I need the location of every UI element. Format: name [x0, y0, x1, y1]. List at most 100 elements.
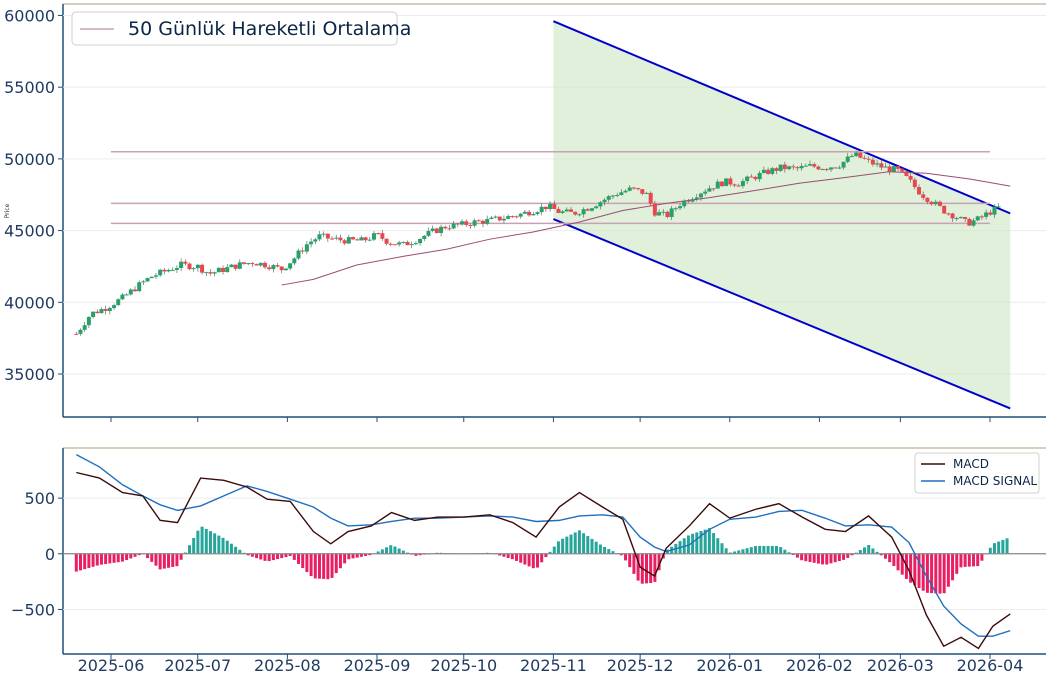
- candle-up: [288, 263, 293, 269]
- histogram-bar-negative: [930, 553, 934, 594]
- histogram-bar-positive: [590, 538, 594, 554]
- candle-up: [845, 156, 850, 162]
- histogram-bar-positive: [603, 546, 607, 554]
- candle-down: [242, 262, 247, 264]
- candle-down: [279, 266, 284, 271]
- candle-up: [501, 218, 506, 221]
- candle-up: [426, 230, 431, 236]
- histogram-bar-negative: [347, 553, 351, 560]
- candle-up: [170, 269, 175, 271]
- histogram-bar-positive: [204, 528, 208, 554]
- candle-down: [447, 228, 452, 230]
- histogram-bar-negative: [800, 553, 804, 561]
- channel-upper-line: [553, 20, 1011, 215]
- histogram-bar-positive: [221, 537, 225, 554]
- macd-histogram: [74, 526, 1009, 594]
- candle-up: [602, 199, 607, 203]
- candle-up: [124, 294, 129, 296]
- price-x-ticks: [110, 417, 991, 422]
- candle-up: [589, 208, 594, 211]
- candle-down: [929, 201, 934, 205]
- candle-up: [522, 211, 527, 214]
- histogram-bar-negative: [125, 553, 129, 561]
- candle-up: [984, 212, 989, 217]
- candle-up: [958, 217, 963, 219]
- histogram-bar-negative: [833, 553, 837, 563]
- candle-up: [283, 268, 288, 271]
- histogram-bar-positive: [380, 549, 384, 554]
- histogram-bar-negative: [175, 553, 179, 567]
- candle-up: [430, 228, 435, 231]
- candle-up: [891, 166, 896, 172]
- histogram-bar-negative: [158, 553, 162, 570]
- candle-up: [246, 263, 251, 265]
- candle-up: [107, 308, 112, 311]
- candle-down: [497, 216, 502, 221]
- candle-down: [988, 212, 993, 215]
- candle-up: [112, 305, 117, 309]
- histogram-bar-negative: [322, 553, 326, 579]
- candle-down: [732, 184, 737, 186]
- candle-down: [686, 200, 691, 202]
- candle-down: [233, 264, 238, 269]
- candle-up: [971, 220, 976, 226]
- histogram-bar-negative: [112, 553, 116, 563]
- candle-up: [669, 208, 674, 218]
- histogram-bar-positive: [871, 548, 875, 554]
- x-tick-label: 2025-07: [164, 656, 231, 675]
- candle-up: [153, 275, 158, 277]
- candle-up: [401, 241, 406, 243]
- price-axis-label: Price: [4, 203, 11, 218]
- histogram-bar-positive: [385, 547, 389, 554]
- candle-down: [950, 213, 955, 219]
- candle-down: [652, 203, 657, 216]
- candle-down: [476, 220, 481, 222]
- histogram-bar-negative: [837, 553, 841, 562]
- candle-up: [531, 214, 536, 216]
- candle-up: [623, 190, 628, 193]
- histogram-bar-negative: [808, 553, 812, 562]
- candle-down: [946, 213, 951, 215]
- candle-up: [451, 223, 456, 229]
- candle-up: [803, 165, 808, 167]
- histogram-bar-negative: [167, 553, 171, 568]
- histogram-bar-positive: [401, 550, 405, 554]
- histogram-bar-positive: [586, 536, 590, 554]
- histogram-bar-negative: [267, 553, 271, 562]
- candle-down: [640, 189, 645, 194]
- candle-down: [908, 175, 913, 180]
- histogram-bar-negative: [292, 553, 296, 560]
- histogram-bar-positive: [217, 535, 221, 554]
- candle-up: [518, 213, 523, 217]
- histogram-bar-negative: [351, 553, 355, 559]
- candle-down: [384, 238, 389, 244]
- candle-up: [627, 187, 632, 191]
- histogram-bar-negative: [519, 553, 523, 563]
- candle-down: [355, 239, 360, 241]
- candle-up: [975, 216, 980, 221]
- candle-down: [543, 206, 548, 210]
- histogram-bar-negative: [942, 553, 946, 594]
- histogram-bar-positive: [1005, 538, 1009, 554]
- candle-down: [791, 166, 796, 168]
- macd-line: [76, 471, 1011, 650]
- candle-down: [162, 269, 167, 272]
- histogram-bar-positive: [552, 546, 556, 554]
- candle-up: [694, 197, 699, 200]
- candle-down: [979, 216, 984, 218]
- histogram-bar-positive: [712, 533, 716, 554]
- histogram-bar-positive: [762, 545, 766, 554]
- candle-up: [954, 218, 959, 220]
- candle-up: [703, 191, 708, 194]
- histogram-bar-negative: [825, 553, 829, 565]
- candle-down: [392, 244, 397, 246]
- histogram-bar-negative: [946, 553, 950, 587]
- candle-down: [942, 205, 947, 214]
- candle-up: [606, 196, 611, 200]
- candle-down: [900, 168, 905, 172]
- channel-lower-line: [553, 218, 1011, 410]
- candle-up: [91, 311, 96, 317]
- candle-down: [967, 218, 972, 226]
- moving-average: [281, 171, 1011, 286]
